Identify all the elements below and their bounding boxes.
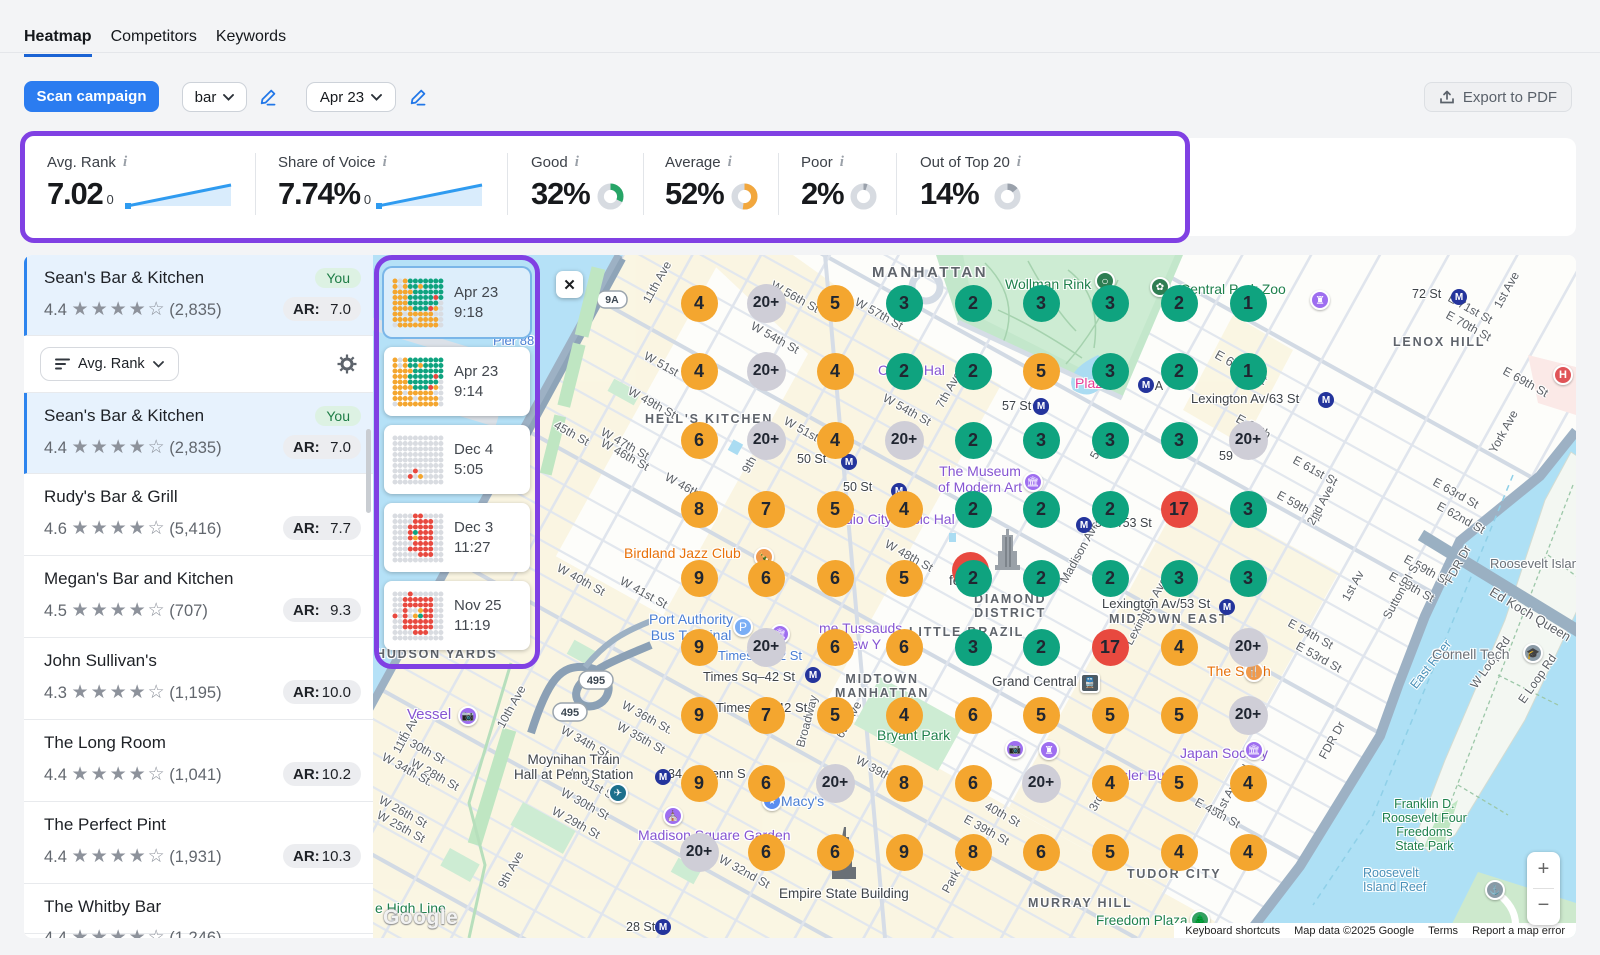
svg-text:9A: 9A — [605, 294, 619, 306]
svg-text:495: 495 — [587, 675, 605, 687]
svg-text:495: 495 — [561, 707, 579, 719]
